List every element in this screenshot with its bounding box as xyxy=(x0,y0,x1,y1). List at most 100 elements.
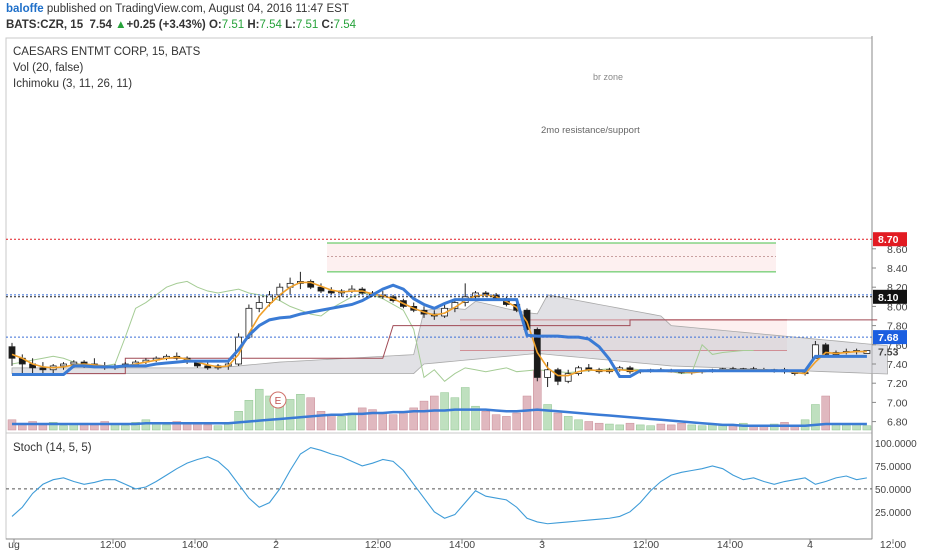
volume-bar xyxy=(666,424,676,431)
volume-bar xyxy=(244,400,254,431)
price-chart[interactable]: 100.0000 75.0000 50.0000 25.0000 8.60 8.40 8.… xyxy=(0,36,932,550)
volume-bar xyxy=(512,412,521,431)
time-tick-label: 12:00 xyxy=(100,539,126,550)
volume-bar xyxy=(100,421,109,431)
volume-bar xyxy=(419,400,429,431)
stoch-tick-label: 25.0000 xyxy=(875,508,912,519)
time-tick-label: 3 xyxy=(539,539,545,550)
volume-bar xyxy=(862,425,872,431)
volume-bar xyxy=(522,395,532,431)
candle-body xyxy=(255,302,263,309)
time-tick-label: 12:00 xyxy=(365,539,391,550)
low-value: 7.51 xyxy=(295,19,319,31)
volume-bar xyxy=(656,423,666,431)
volume-bar xyxy=(347,412,357,431)
time-tick-label: ug xyxy=(8,539,20,550)
ichimoku-cloud xyxy=(11,294,888,375)
open-value: 7.51 xyxy=(221,19,245,31)
candle-body xyxy=(327,290,335,294)
volume-bar xyxy=(285,399,295,431)
low-label: L: xyxy=(285,19,296,31)
open-label: O: xyxy=(208,19,222,31)
change-arrow: ▲ xyxy=(115,19,127,31)
time-tick-label: 4 xyxy=(807,539,813,550)
earnings-label: E xyxy=(275,396,282,407)
price-tick-label: 8.40 xyxy=(887,263,908,275)
volume-bar xyxy=(265,395,274,431)
stoch-tick-label: 75.0000 xyxy=(875,462,912,473)
volume-bar xyxy=(59,425,68,431)
close-value: 7.54 xyxy=(333,19,357,31)
volume-bar xyxy=(481,411,491,431)
stoch-tick-label: 100.0000 xyxy=(875,439,917,450)
volume-bar xyxy=(368,409,377,431)
volume-bar xyxy=(615,424,624,431)
volume-bar xyxy=(254,388,264,431)
volume-bar xyxy=(553,412,563,431)
price-tick-label: 7.20 xyxy=(887,378,908,390)
price-tick-label: 8.60 xyxy=(887,244,908,256)
volume-bar xyxy=(316,411,326,431)
candle-body xyxy=(266,294,273,303)
price-tick-label: 7.40 xyxy=(887,359,908,371)
volume-bar xyxy=(605,423,614,431)
legend-volume[interactable]: Vol (20, false) xyxy=(13,62,83,74)
symbol-label: BATS:CZR, 15 xyxy=(6,19,84,31)
author-link[interactable]: baloffe xyxy=(6,3,44,15)
volume-bar xyxy=(327,414,336,431)
price-tag-box xyxy=(873,289,907,304)
price-tag-label: 8.10 xyxy=(878,292,899,304)
price-tick-label: 8.00 xyxy=(887,301,908,313)
time-tick-label: 2 xyxy=(273,539,279,550)
volume-bar xyxy=(90,424,99,431)
price-tag-box xyxy=(873,232,907,247)
volume-bar xyxy=(646,425,655,431)
candle-body xyxy=(39,367,47,371)
candle-body xyxy=(204,365,212,369)
volume-bar xyxy=(821,395,830,431)
price-tag-label: 7.53 xyxy=(878,347,899,359)
volume-bar xyxy=(38,424,48,431)
volume-bar xyxy=(842,424,851,431)
price-tag-label: 7.68 xyxy=(878,332,899,344)
br-zone-label: br zone xyxy=(593,72,623,82)
volume-bar xyxy=(584,421,594,431)
high-label: H: xyxy=(247,19,260,31)
volume-bar xyxy=(234,411,243,431)
candle-body xyxy=(564,373,572,382)
volume-bar xyxy=(677,422,686,431)
earnings-marker[interactable] xyxy=(269,391,287,409)
volume-bar xyxy=(357,407,367,431)
time-tick-label: 14:00 xyxy=(182,539,208,550)
volume-bar xyxy=(471,405,480,431)
volume-bar xyxy=(430,395,439,431)
stoch-pane[interactable] xyxy=(5,432,873,540)
volume-bar xyxy=(811,404,820,431)
stoch-line xyxy=(11,446,867,525)
legend-stoch[interactable]: Stoch (14, 5, 5) xyxy=(13,442,92,454)
volume-bar xyxy=(687,424,697,431)
volume-bar xyxy=(399,411,408,431)
volume-bar xyxy=(213,425,223,431)
volume-bar xyxy=(182,423,192,431)
stoch-tick-label: 50.0000 xyxy=(875,485,912,496)
volume-bar xyxy=(409,407,418,431)
volume-bar xyxy=(543,404,552,431)
volume-bar xyxy=(502,416,511,431)
close-label: C: xyxy=(321,19,334,31)
volume-bar xyxy=(728,425,738,431)
time-tick-label: 12:00 xyxy=(880,539,906,550)
last-price: 7.54 xyxy=(89,19,112,31)
candle-body xyxy=(544,369,551,378)
volume-bar xyxy=(697,425,707,431)
candle-body xyxy=(70,361,78,365)
time-tick-label: 14:00 xyxy=(449,539,475,550)
ohlc-line: BATS:CZR, 15 7.54 ▲+0.25 (+3.43%) O:7.51… xyxy=(6,19,356,31)
volume-bar xyxy=(337,416,346,431)
volume-bar xyxy=(491,414,501,431)
kijun-line xyxy=(12,283,867,378)
published-text: published on TradingView.com, August 04,… xyxy=(46,3,349,15)
legend-ichimoku[interactable]: Ichimoku (3, 11, 26, 11) xyxy=(13,78,132,90)
volume-bar xyxy=(306,397,315,431)
publish-line: baloffe published on TradingView.com, Au… xyxy=(6,3,349,15)
